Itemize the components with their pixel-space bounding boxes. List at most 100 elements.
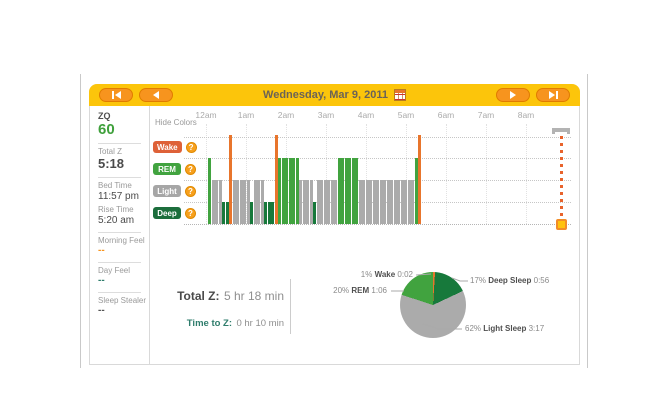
rem-epoch-bar — [285, 158, 288, 224]
time-to-z-value: 0 hr 10 min — [236, 318, 284, 329]
rem-epoch-bar — [292, 158, 295, 224]
pie-label-light: 62% Light Sleep 3:17 — [465, 324, 545, 333]
sleep-composition-pie — [400, 272, 466, 338]
deep-badge: Deep — [153, 207, 181, 219]
wake-badge: Wake — [153, 141, 182, 153]
rem-epoch-bar — [341, 158, 344, 224]
help-icon[interactable]: ? — [185, 141, 197, 153]
range-bracket-handle[interactable] — [552, 128, 570, 134]
legend-row-wake: Wake ? — [153, 141, 197, 153]
page-edge-right — [587, 74, 588, 368]
legend-row-light: Light ? — [153, 185, 196, 197]
time-slider-handle[interactable] — [556, 219, 567, 230]
light-epoch-bar — [309, 180, 313, 224]
help-icon[interactable]: ? — [185, 185, 196, 197]
page-edge-left — [80, 74, 81, 368]
light-epoch-bar — [260, 180, 264, 224]
pie-label-rem: 20% REM 1:06 — [333, 286, 387, 295]
total-z-label: Total Z — [98, 147, 123, 156]
previous-day-button[interactable] — [139, 88, 173, 102]
last-day-button[interactable] — [536, 88, 570, 102]
rem-epoch-bar — [355, 158, 358, 224]
arrow-left-icon — [114, 91, 121, 99]
bed-time-value: 11:57 pm — [98, 191, 139, 202]
arrow-left-icon — [153, 91, 159, 99]
arrow-right-icon — [548, 91, 555, 99]
panel-body: ZQ 60 Total Z 5:18 Bed Time 11:57 pm Ris… — [90, 106, 579, 364]
divider — [98, 262, 141, 263]
light-epoch-bar — [393, 180, 397, 224]
axis-tick-7am: 7am — [477, 110, 495, 120]
gridline — [446, 124, 447, 224]
rise-time-block: Rise Time 5:20 am — [98, 205, 149, 227]
light-epoch-bar — [372, 180, 376, 224]
rise-time-value: 5:20 am — [98, 215, 135, 226]
light-epoch-bar — [218, 180, 222, 224]
rem-epoch-bar — [208, 158, 211, 224]
pie-label-wake: 1% Wake 0:02 — [360, 270, 413, 279]
rem-badge: REM — [153, 163, 181, 175]
light-epoch-bar — [404, 180, 407, 224]
date-nav-header: Wednesday, Mar 9, 2011 — [89, 84, 580, 106]
gridline — [326, 124, 327, 224]
total-z-block: Total Z 5:18 — [98, 147, 149, 172]
morning-feel-block: Morning Feel -- — [98, 236, 149, 257]
sleep-stats-sidebar: ZQ 60 Total Z 5:18 Bed Time 11:57 pm Ris… — [90, 106, 150, 364]
wake-epoch-bar — [229, 135, 232, 224]
help-icon[interactable]: ? — [185, 163, 196, 175]
light-epoch-bar — [246, 180, 250, 224]
legend-row-deep: Deep ? — [153, 207, 196, 219]
axis-tick-8am: 8am — [517, 110, 535, 120]
gridline — [184, 137, 571, 138]
deep-epoch-bar — [313, 202, 316, 224]
light-epoch-bar — [215, 180, 218, 224]
light-epoch-bar — [397, 180, 400, 224]
skip-start-icon — [111, 91, 114, 99]
hypnogram-area: Hide Colors 12am 1am 2am 3am 4am 5am 6am 7am 8am… — [150, 106, 579, 364]
light-epoch-bar — [323, 180, 327, 224]
sleep-journal-panel: Wednesday, Mar 9, 2011 ZQ 60 Total Z — [89, 84, 580, 365]
light-epoch-bar — [365, 180, 369, 224]
deep-epoch-bar — [271, 202, 274, 224]
light-epoch-bar — [379, 180, 383, 224]
gridline — [206, 124, 207, 224]
rem-epoch-bar — [414, 158, 418, 224]
hypnogram-chart — [208, 135, 422, 224]
gridline — [246, 124, 247, 224]
gridline — [366, 124, 367, 224]
deep-epoch-bar — [267, 202, 271, 224]
light-epoch-bar — [239, 180, 243, 224]
light-epoch-bar — [411, 180, 414, 224]
next-day-button[interactable] — [496, 88, 530, 102]
light-epoch-bar — [386, 180, 390, 224]
axis-tick-4am: 4am — [357, 110, 375, 120]
light-epoch-bar — [327, 180, 330, 224]
first-day-button[interactable] — [99, 88, 133, 102]
total-z-value: 5:18 — [98, 156, 125, 171]
deep-epoch-bar — [250, 202, 253, 224]
axis-tick-2am: 2am — [277, 110, 295, 120]
zq-block: ZQ 60 — [98, 111, 149, 138]
light-epoch-bar — [362, 180, 365, 224]
current-date: Wednesday, Mar 9, 2011 — [263, 89, 406, 101]
gridline — [184, 158, 571, 159]
light-epoch-bar — [390, 180, 393, 224]
calendar-icon[interactable] — [393, 89, 406, 101]
rem-epoch-bar — [344, 158, 348, 224]
light-epoch-bar — [236, 180, 239, 224]
gridline — [486, 124, 487, 224]
axis-tick-12am: 12am — [195, 110, 217, 120]
help-icon[interactable]: ? — [185, 207, 196, 219]
rem-epoch-bar — [348, 158, 351, 224]
light-epoch-bar — [320, 180, 323, 224]
divider — [98, 292, 141, 293]
light-epoch-bar — [253, 180, 257, 224]
rem-epoch-bar — [295, 158, 299, 224]
legend-row-rem: REM ? — [153, 163, 196, 175]
sleep-stealer-label: Sleep Stealer — [98, 296, 147, 305]
day-feel-block: Day Feel -- — [98, 266, 149, 287]
light-epoch-bar — [211, 180, 215, 224]
hide-colors-link[interactable]: Hide Colors — [155, 118, 197, 127]
zq-value: 60 — [98, 121, 115, 138]
